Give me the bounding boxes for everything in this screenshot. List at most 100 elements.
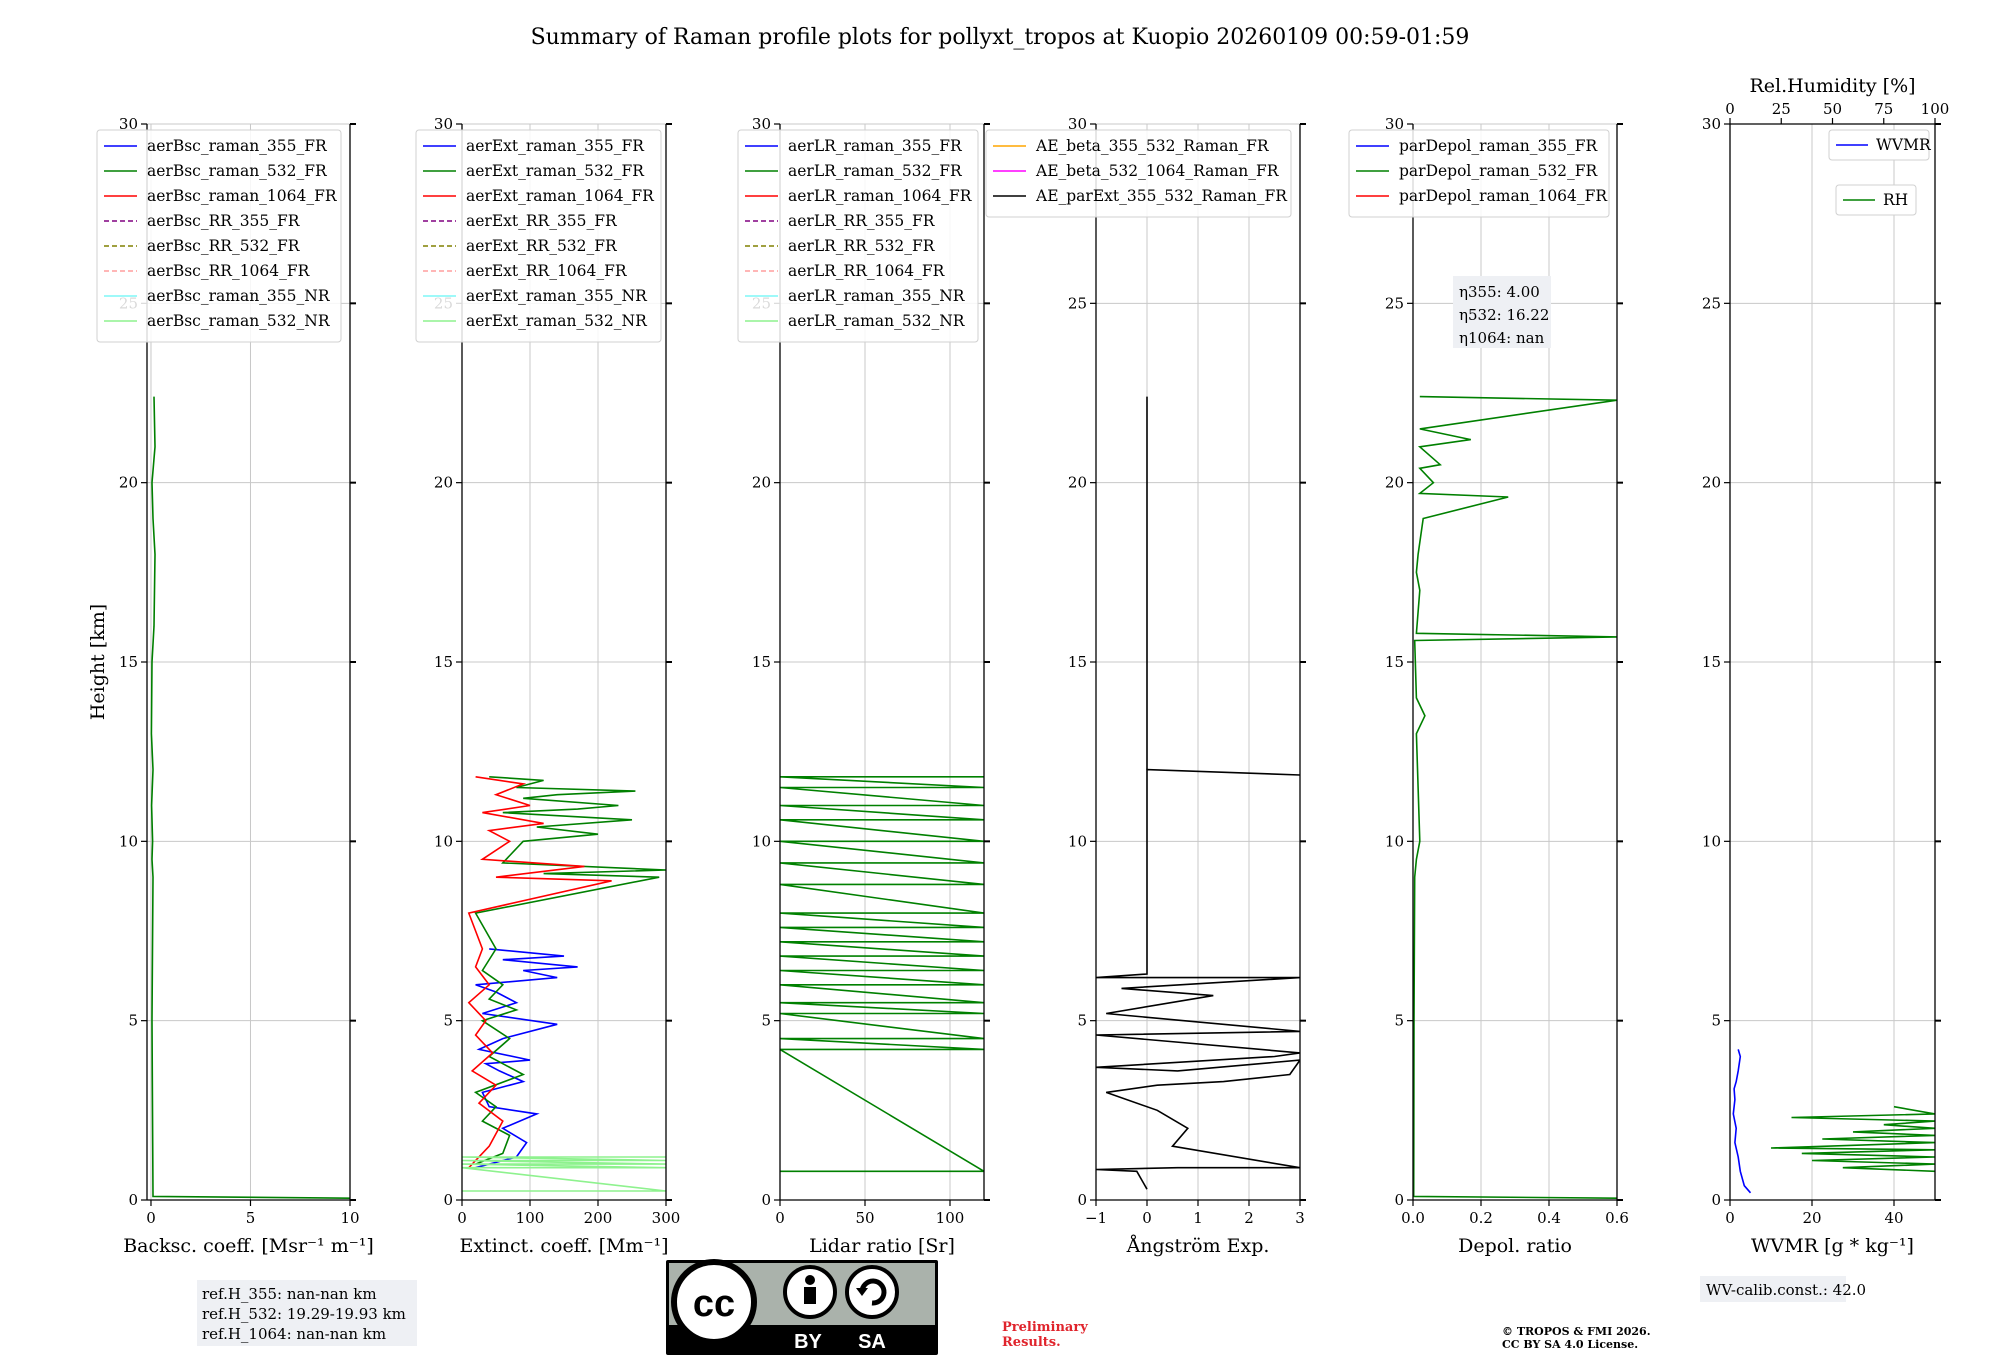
y-tick-label: 20 <box>1068 474 1087 492</box>
panel-backscatter: 0510152025300510Backsc. coeff. [Msr⁻¹ m⁻… <box>87 115 374 1257</box>
x-tick-label: 0.2 <box>1469 1209 1493 1227</box>
x-tick-label: 3 <box>1295 1209 1305 1227</box>
y-tick-label: 25 <box>1068 294 1087 312</box>
y-tick-label: 5 <box>443 1012 453 1030</box>
y-tick-label: 5 <box>1077 1012 1087 1030</box>
legend-entry: parDepol_raman_355_FR <box>1399 137 1599 155</box>
y-tick-label: 0 <box>1711 1191 1721 1209</box>
y-tick-label: 20 <box>1385 474 1404 492</box>
x-tick-label: 0.4 <box>1537 1209 1561 1227</box>
panel-depol: 0 5 10 15 20 25 30 0.0 0.2 0.4 0.6 Depol. ratio parD… <box>1348 115 1629 1257</box>
legend-box <box>985 129 1292 218</box>
by-label: BY <box>794 1331 822 1353</box>
legend-entry: AE_parExt_355_532_Raman_FR <box>1035 187 1288 205</box>
x-tick-label: 0 <box>1725 1209 1735 1227</box>
sa-label: SA <box>858 1331 886 1353</box>
legend-entry: aerBsc_raman_532_NR <box>147 312 331 330</box>
x-axis-label: WVMR [g * kg⁻¹] <box>1751 1235 1914 1257</box>
y-tick-label: 10 <box>434 832 453 850</box>
y-tick-label: 10 <box>752 832 771 850</box>
share-alike-icon <box>845 1265 899 1319</box>
preliminary-line1: Preliminary <box>1002 1320 1088 1335</box>
legend-entry: aerBsc_raman_1064_FR <box>147 187 338 205</box>
legend-entry: aerBsc_raman_355_FR <box>147 137 328 155</box>
x-tick-label: 1 <box>1193 1209 1203 1227</box>
series-aerext-raman-532-fr <box>473 776 666 1165</box>
legend-entry: aerExt_RR_1064_FR <box>466 262 628 280</box>
eta532-text: η532: 16.22 <box>1459 306 1549 324</box>
series-wvmr <box>1732 1049 1752 1194</box>
x-tick-label: 300 <box>652 1209 681 1227</box>
x-tick-label: 20 <box>1802 1209 1821 1227</box>
cc-by-sa-badge: cc BY SA <box>666 1259 938 1355</box>
legend-entry: aerBsc_RR_355_FR <box>147 212 301 230</box>
x-tick-label: 50 <box>855 1209 874 1227</box>
legend-entry: aerBsc_raman_532_FR <box>147 162 328 180</box>
legend-box <box>1348 129 1610 218</box>
y-tick-label: 10 <box>1068 832 1087 850</box>
y-tick-label: 5 <box>1711 1012 1721 1030</box>
series-aerext-raman-532-nr <box>462 1156 666 1192</box>
y-tick-label: 30 <box>119 115 138 133</box>
y-tick-label: 0 <box>1394 1191 1404 1209</box>
y-tick-label: 20 <box>119 474 138 492</box>
x-tick-label: 0 <box>457 1209 467 1227</box>
legend-box <box>1835 184 1917 216</box>
legend-entry: AE_beta_355_532_Raman_FR <box>1035 137 1270 155</box>
x-tick-label: 2 <box>1244 1209 1254 1227</box>
legend-entry: aerLR_raman_532_FR <box>788 162 963 180</box>
y-tick-label: 20 <box>1702 474 1721 492</box>
legend-entry: aerBsc_RR_1064_FR <box>147 262 311 280</box>
wv-calib-text: WV-calib.const.: 42.0 <box>1706 1281 1866 1299</box>
top-tick-label: 50 <box>1823 100 1842 118</box>
legend-entry: aerExt_raman_532_NR <box>466 312 648 330</box>
x-tick-label: 100 <box>516 1209 545 1227</box>
y-tick-label: 30 <box>1385 115 1404 133</box>
x-tick-label: 0.6 <box>1605 1209 1629 1227</box>
y-tick-label: 5 <box>128 1012 138 1030</box>
legend-entry: aerBsc_raman_355_NR <box>147 287 331 305</box>
top-tick-label: 25 <box>1772 100 1791 118</box>
legend-box <box>415 129 662 343</box>
x-tick-label: 0 <box>146 1209 156 1227</box>
copyright-line2: CC BY SA 4.0 License. <box>1502 1338 1638 1351</box>
y-tick-label: 20 <box>434 474 453 492</box>
y-tick-label: 10 <box>1702 832 1721 850</box>
legend-entry: WVMR <box>1876 136 1932 154</box>
legend-entry: parDepol_raman_1064_FR <box>1399 187 1608 205</box>
series-rh <box>1770 1105 1935 1173</box>
x-tick-label: 0 <box>1142 1209 1152 1227</box>
x-axis-label: Ångström Exp. <box>1126 1235 1270 1257</box>
y-tick-label: 0 <box>761 1191 771 1209</box>
x-axis-label: Backsc. coeff. [Msr⁻¹ m⁻¹] <box>123 1235 374 1257</box>
y-tick-label: 5 <box>1394 1012 1404 1030</box>
ref-height-box: ref.H_355: nan-nan km ref.H_532: 19.29-1… <box>197 1280 417 1346</box>
y-tick-label: 0 <box>128 1191 138 1209</box>
y-tick-label: 30 <box>1068 115 1087 133</box>
eta1064-text: η1064: nan <box>1459 329 1545 347</box>
cc-letters: cc <box>693 1283 735 1325</box>
y-tick-label: 15 <box>752 653 771 671</box>
y-tick-label: 0 <box>443 1191 453 1209</box>
legend-entry: aerExt_RR_532_FR <box>466 237 618 255</box>
series-aerlr-raman-532-fr <box>780 775 984 1173</box>
y-tick-label: 10 <box>1385 832 1404 850</box>
series-aerbsc-raman-532-fr <box>150 396 350 1199</box>
legend-entry: RH <box>1883 191 1908 209</box>
legend-entry: AE_beta_532_1064_Raman_FR <box>1035 162 1280 180</box>
y-tick-label: 10 <box>119 832 138 850</box>
y-axis-label: Height [km] <box>87 604 109 720</box>
legend-box <box>1828 129 1930 161</box>
eta-annotation: η355: 4.00 η532: 16.22 η1064: nan <box>1453 276 1551 348</box>
y-tick-label: 15 <box>1702 653 1721 671</box>
x-tick-label: 10 <box>340 1209 359 1227</box>
copyright-line1: © TROPOS & FMI 2026. <box>1502 1325 1651 1338</box>
legend-entry: parDepol_raman_532_FR <box>1399 162 1599 180</box>
legend-entry: aerLR_raman_1064_FR <box>788 187 973 205</box>
x-tick-label: 100 <box>936 1209 965 1227</box>
series-aerext-raman-1064-fr <box>467 776 612 1169</box>
y-tick-label: 30 <box>752 115 771 133</box>
x-tick-label: −1 <box>1085 1209 1107 1227</box>
series-aerext-raman-355-fr <box>475 948 578 1169</box>
